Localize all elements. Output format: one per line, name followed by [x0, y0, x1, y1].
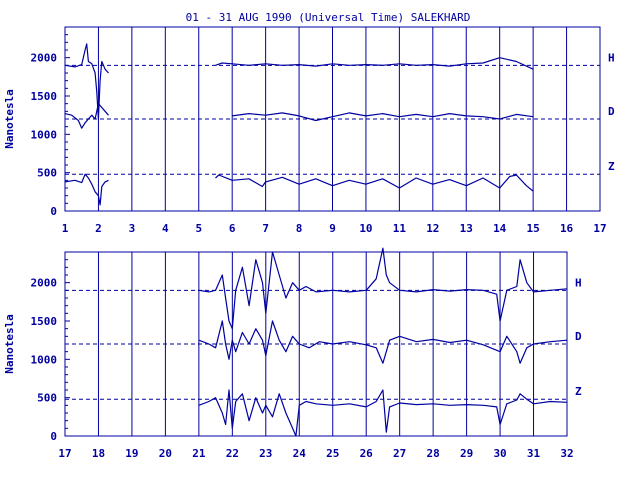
component-label-d: D	[608, 105, 615, 118]
x-tick-label: 14	[493, 222, 507, 235]
x-tick-label: 12	[426, 222, 439, 235]
x-tick-label: 20	[159, 447, 172, 460]
y-tick-label: 0	[50, 430, 57, 443]
series-d-trace	[232, 112, 534, 122]
x-tick-label: 15	[527, 222, 540, 235]
x-tick-label: 28	[427, 447, 440, 460]
x-tick-label: 16	[560, 222, 574, 235]
x-tick-label: 11	[393, 222, 407, 235]
component-label-h: H	[575, 276, 582, 289]
x-tick-label: 10	[359, 222, 372, 235]
x-tick-label: 3	[129, 222, 136, 235]
component-label-d: D	[575, 330, 582, 343]
y-tick-label: 1000	[31, 353, 58, 366]
y-axis-label: Nanotesla	[3, 314, 16, 374]
x-tick-label: 5	[195, 222, 202, 235]
x-tick-label: 4	[162, 222, 169, 235]
x-tick-label: 13	[460, 222, 473, 235]
x-tick-label: 29	[460, 447, 473, 460]
x-tick-label: 32	[560, 447, 573, 460]
y-tick-label: 500	[37, 392, 57, 405]
x-tick-label: 27	[393, 447, 406, 460]
x-tick-label: 30	[493, 447, 506, 460]
y-tick-label: 0	[50, 205, 57, 218]
x-tick-label: 8	[296, 222, 303, 235]
series-h-trace	[198, 247, 568, 330]
y-tick-label: 1500	[31, 90, 58, 103]
series-h-trace	[215, 57, 534, 70]
series-d-trace	[64, 103, 109, 129]
component-label-h: H	[608, 51, 615, 64]
series-z-trace	[215, 174, 534, 192]
x-tick-label: 24	[293, 447, 307, 460]
x-tick-label: 23	[259, 447, 272, 460]
x-tick-label: 25	[326, 447, 339, 460]
x-tick-label: 17	[593, 222, 606, 235]
x-tick-label: 7	[262, 222, 269, 235]
series-z-trace	[64, 173, 109, 206]
panel-top: 1 2 3 4 5 6 7 8 9 10 11 12 13 14 15 16 17050010001500200…	[3, 26, 615, 235]
y-tick-label: 2000	[31, 52, 58, 65]
x-tick-label: 6	[229, 222, 236, 235]
x-tick-label: 21	[192, 447, 206, 460]
x-tick-label: 19	[125, 447, 138, 460]
x-tick-label: 18	[92, 447, 105, 460]
component-label-z: Z	[608, 160, 615, 173]
x-tick-label: 26	[360, 447, 374, 460]
y-tick-label: 500	[37, 167, 57, 180]
y-tick-label: 1000	[31, 128, 58, 141]
y-tick-label: 1500	[31, 315, 58, 328]
x-tick-label: 17	[58, 447, 71, 460]
x-tick-label: 31	[527, 447, 541, 460]
x-tick-label: 1	[62, 222, 69, 235]
x-tick-label: 22	[226, 447, 239, 460]
y-tick-label: 2000	[31, 277, 58, 290]
chart-title: 01 - 31 AUG 1990 (Universal Time) SALEKH…	[186, 11, 471, 24]
component-label-z: Z	[575, 385, 582, 398]
series-h-trace	[64, 43, 109, 120]
panel-bottom: 17 18 19 20 21 22 23 24 25 26 27 28 29 30 31 32 0 500 1000…	[3, 247, 582, 460]
x-tick-label: 9	[329, 222, 336, 235]
x-tick-label: 2	[95, 222, 102, 235]
y-axis-label: Nanotesla	[3, 89, 16, 149]
series-z-trace	[198, 389, 568, 437]
series-d-trace	[198, 320, 568, 364]
